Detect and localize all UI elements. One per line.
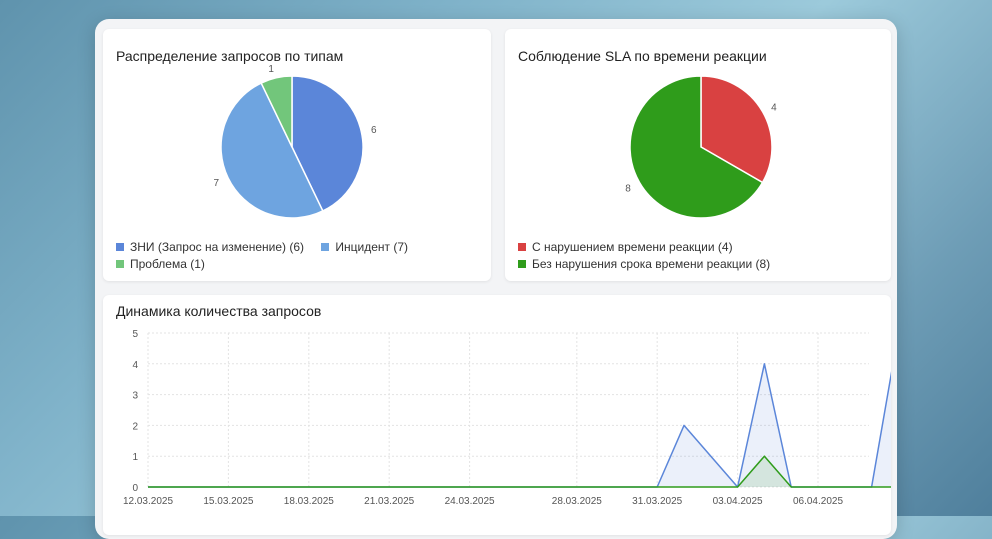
y-tick-label-3: 3 (132, 391, 138, 402)
x-tick-label-8: 06.04.2025 (793, 496, 843, 507)
legend-item-incident[interactable]: Инцидент (7) (321, 238, 408, 255)
legend-swatch-zni (116, 242, 124, 251)
legend-item-zni[interactable]: ЗНИ (Запрос на изменение) (6) (116, 238, 304, 255)
legend-label-problem: Проблема (1) (130, 256, 205, 271)
y-tick-label-0: 0 (132, 483, 138, 494)
dynamics-title: Динамика количества запросов (116, 303, 322, 319)
y-tick-label-5: 5 (132, 329, 138, 340)
legend-swatch-violated (518, 242, 526, 251)
request-types-slice-1[interactable] (220, 82, 324, 219)
legend-item-violated[interactable]: С нарушением времени реакции (4) (518, 238, 733, 255)
dynamics-line-chart: 0 1 2 3 4 5 12.03.2025 15.03.2025 18.03.2025 21.0… (123, 329, 891, 507)
x-tick-label-4: 24.03.2025 (445, 496, 495, 507)
x-tick-label-0: 12.03.2025 (123, 496, 173, 507)
legend-item-problem[interactable]: Проблема (1) (116, 255, 205, 272)
x-tick-label-3: 21.03.2025 (364, 496, 414, 507)
request-types-slice-value-0: 6 (371, 125, 377, 136)
sla-slice-value-1: 8 (625, 184, 631, 195)
request-types-pie: 6 7 1 (213, 64, 377, 219)
y-tick-label-2: 2 (132, 421, 138, 432)
dashboard-frame: Распределение запросов по типам 6 7 1 ЗНИ … (95, 19, 897, 539)
sla-legend: С нарушением времени реакции (4) Без нар… (518, 238, 878, 272)
sla-slice-0[interactable] (700, 75, 773, 184)
sla-slice-value-0: 4 (771, 103, 777, 114)
x-tick-label-6: 31.03.2025 (632, 496, 682, 507)
sla-pie: 48 (625, 75, 777, 219)
legend-label-incident: Инцидент (7) (335, 239, 409, 254)
legend-label-zni: ЗНИ (Запрос на изменение) (6) (130, 239, 305, 254)
x-tick-label-2: 18.03.2025 (284, 496, 334, 507)
series-1-line[interactable] (148, 455, 891, 488)
x-tick-label-7: 03.04.2025 (713, 496, 763, 507)
series-0-area (148, 363, 891, 487)
request-types-slice-0[interactable] (291, 75, 364, 212)
request-types-slice-value-1: 7 (213, 178, 219, 189)
legend-swatch-problem (116, 259, 124, 268)
y-tick-label-1: 1 (132, 452, 138, 463)
dynamics-card: Динамика количества запросов 0 1 2 3 4 5 12.03… (103, 295, 891, 535)
legend-swatch-ok (518, 259, 526, 268)
x-tick-label-5: 28.03.2025 (552, 496, 602, 507)
x-tick-label-1: 15.03.2025 (203, 496, 253, 507)
sla-slice-1[interactable] (629, 75, 764, 219)
request-types-card: Распределение запросов по типам 6 7 1 ЗНИ … (103, 29, 491, 281)
request-types-slice-value-2: 1 (268, 64, 274, 75)
sla-title: Соблюдение SLA по времени реакции (518, 48, 767, 64)
request-types-slice-2[interactable] (260, 75, 293, 148)
request-types-title: Распределение запросов по типам (116, 48, 344, 64)
legend-item-ok[interactable]: Без нарушения срока времени реакции (8) (518, 255, 770, 272)
legend-swatch-incident (321, 242, 330, 251)
legend-label-ok: Без нарушения срока времени реакции (8) (532, 256, 771, 271)
y-tick-label-4: 4 (132, 360, 138, 371)
legend-label-violated: С нарушением времени реакции (4) (532, 239, 733, 254)
request-types-legend: ЗНИ (Запрос на изменение) (6) Инцидент (… (116, 238, 476, 272)
